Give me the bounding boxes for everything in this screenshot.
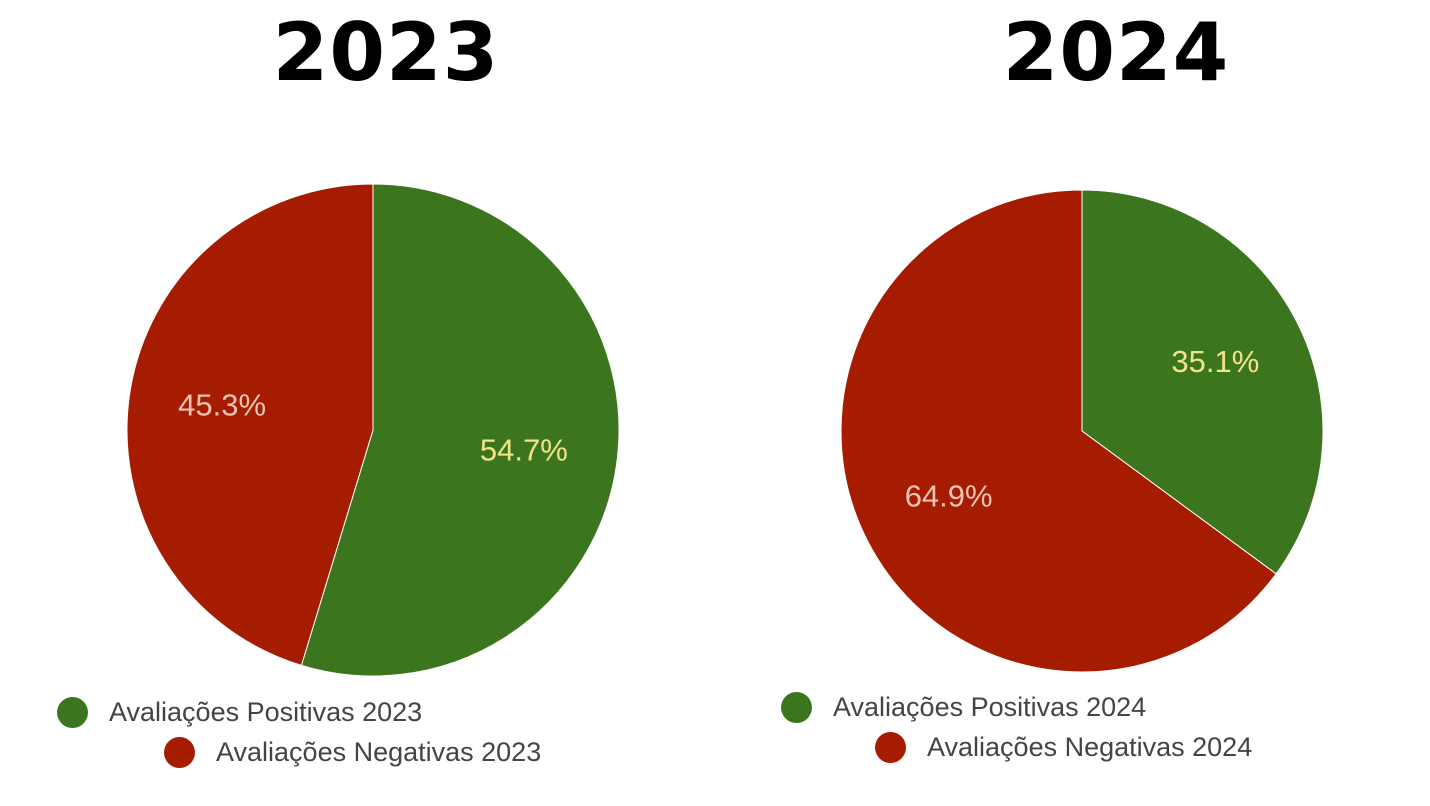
pie-slice-2024-negativas: [840, 189, 1277, 673]
legend-item-positivas-2023: Avaliações Positivas 2023: [57, 697, 422, 728]
chart-title-2024: 2024: [1002, 6, 1230, 99]
legend-swatch-negativas-2024: [875, 732, 906, 763]
legend-label-negativas-2023: Avaliações Negativas 2023: [216, 737, 542, 767]
chart-title-2023: 2023: [272, 6, 500, 99]
legend-swatch-positivas-2024: [781, 692, 812, 723]
legend-label-positivas-2024: Avaliações Positivas 2024: [833, 692, 1147, 722]
pie-label-2023-positivas: 54.7%: [480, 433, 568, 468]
pie-label-2023-negativas: 45.3%: [178, 388, 266, 423]
legend-swatch-negativas-2023: [164, 737, 195, 768]
pie-label-2024-negativas: 64.9%: [905, 479, 993, 514]
legend-item-negativas-2024: Avaliações Negativas 2024: [875, 732, 1252, 763]
pie-slice-2023-negativas: [126, 183, 374, 666]
legend-label-positivas-2023: Avaliações Positivas 2023: [109, 697, 423, 727]
legend-item-positivas-2024: Avaliações Positivas 2024: [781, 692, 1146, 723]
pie-slice-2024-positivas: [1081, 189, 1324, 575]
legend-swatch-positivas-2023: [57, 697, 88, 728]
legend-label-negativas-2024: Avaliações Negativas 2024: [927, 732, 1253, 762]
legend-item-negativas-2023: Avaliações Negativas 2023: [164, 737, 541, 768]
pie-slice-2023-positivas: [300, 183, 620, 677]
pie-label-2024-positivas: 35.1%: [1171, 344, 1259, 379]
